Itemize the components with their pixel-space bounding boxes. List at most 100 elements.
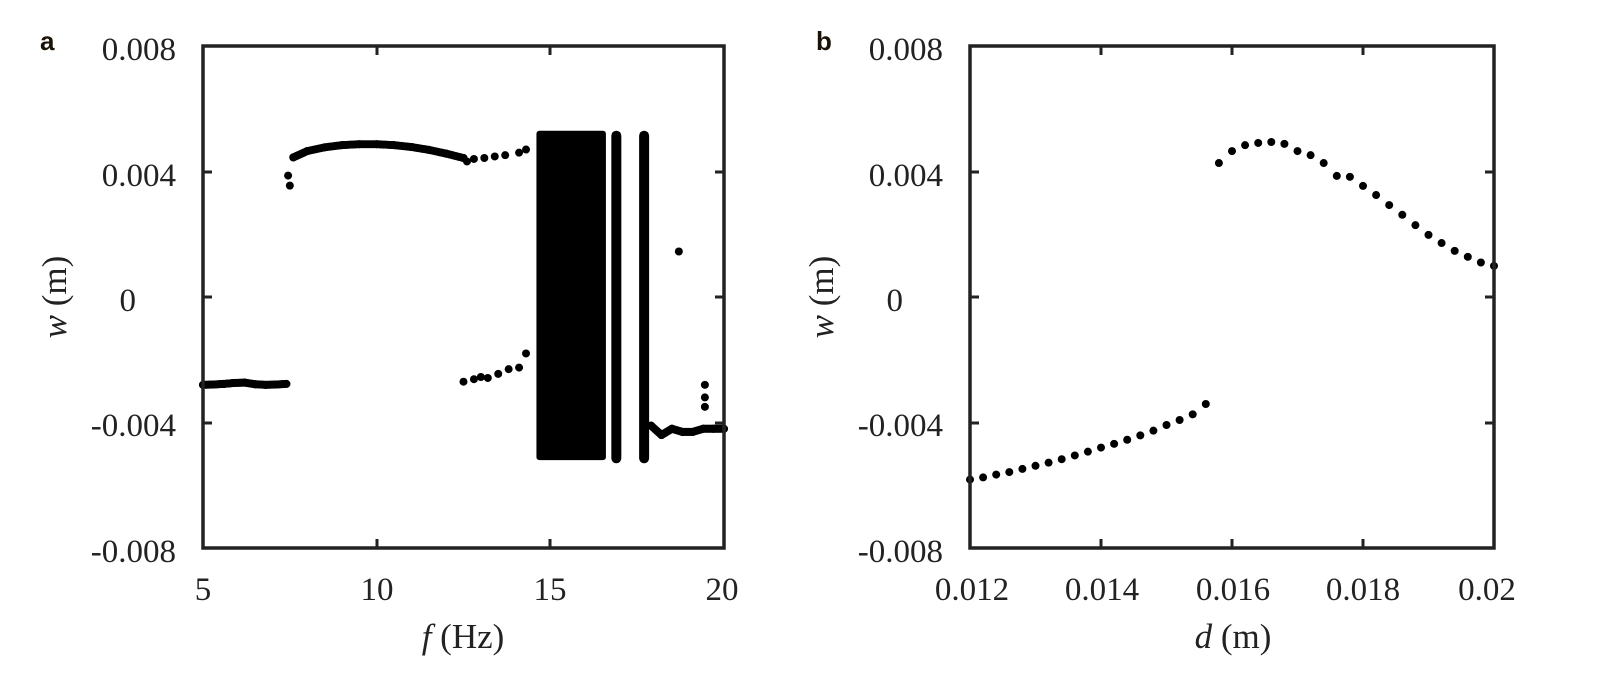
data-point [522,349,531,358]
xtick-label: 0.014 [1065,572,1139,608]
data-point [1411,221,1420,230]
data-point [678,427,687,436]
plot-a-data [199,130,728,464]
xtick-label: 0.02 [1458,572,1516,608]
panel-letter-a: a [40,26,55,56]
data-point [688,427,697,436]
chaotic-band [536,130,606,461]
data-point [476,373,485,382]
data-point [424,145,433,154]
x-axis-label: d (m) [1195,617,1272,656]
data-point [480,154,489,163]
data-point [289,153,298,162]
data-point [709,424,718,433]
panel-a: a 0.008 0.004 0 -0.004 -0.008 w (m) 5 10… [35,26,739,656]
data-point [1070,451,1079,460]
data-point [469,375,478,384]
data-point [657,431,666,440]
data-point [1201,399,1210,408]
xtick-label: 0.016 [1196,572,1270,608]
chaotic-stripe [611,130,622,464]
data-point [1254,138,1263,147]
ytick-label: -0.004 [91,408,176,444]
data-point [1345,172,1354,181]
data-point [240,378,249,387]
data-point [1214,159,1223,168]
data-point [372,140,381,149]
axis-ticks [203,46,724,548]
chaotic-stripe [639,130,650,464]
data-point [209,380,218,389]
data-point [674,247,683,256]
data-point [459,377,468,386]
data-point [1083,447,1092,456]
data-point [355,140,364,149]
data-point [1228,147,1236,156]
data-point [700,380,709,389]
data-point [251,380,260,389]
data-point [1267,138,1276,147]
ytick-label: 0.004 [102,158,176,194]
data-point [699,424,708,433]
data-point [667,424,676,433]
axis-ticks [970,46,1494,548]
data-point [1241,141,1250,150]
data-point [1359,181,1367,190]
xtick-label: 10 [361,572,394,608]
data-point [1123,435,1132,444]
data-point [1319,159,1328,168]
data-point [494,369,503,378]
ytick-label: 0.004 [869,158,943,194]
data-point [1450,246,1459,255]
data-point [1424,230,1433,239]
data-point [700,393,709,402]
data-point [1332,171,1341,180]
data-point [285,181,294,190]
data-point [390,141,399,150]
ytick-label: 0 [887,283,904,319]
data-point [1149,426,1158,435]
xtick-label: 0.018 [1326,572,1400,608]
data-point [261,380,270,389]
ytick-label: 0.008 [102,32,176,68]
data-point [303,147,312,156]
data-point [271,380,280,389]
data-point [1306,151,1315,160]
data-point [1005,468,1014,477]
data-point [700,402,709,411]
data-point [515,363,524,372]
panel-letter-b: b [816,26,832,56]
x-axis-label: f (Hz) [422,617,505,656]
data-point [1018,464,1027,473]
xtick-label: 15 [534,572,567,608]
data-point [1372,191,1381,200]
data-point [407,143,416,152]
data-point [515,148,524,157]
ytick-label: -0.004 [858,408,943,444]
data-point [469,154,478,163]
data-point [1044,458,1053,467]
data-point [501,151,510,160]
xtick-label: 5 [195,572,212,608]
axes-frame [968,44,1496,550]
data-point [992,470,1001,479]
xtick-label: 0.012 [935,572,1009,608]
y-axis-label: w (m) [802,256,841,339]
y-axis-label: w (m) [35,256,74,339]
data-point [1398,210,1407,219]
data-point [1031,461,1040,470]
data-point [483,373,492,382]
data-point [979,473,988,482]
plot-b-data [966,138,1498,484]
data-point [462,157,471,166]
data-point [490,152,499,161]
data-point [284,171,293,180]
data-point [1463,252,1472,261]
data-point [1110,439,1119,448]
xtick-label: 20 [706,572,739,608]
data-point [1136,431,1145,440]
ytick-label: 0.008 [869,32,943,68]
data-point [1293,147,1302,156]
data-point [522,145,531,154]
